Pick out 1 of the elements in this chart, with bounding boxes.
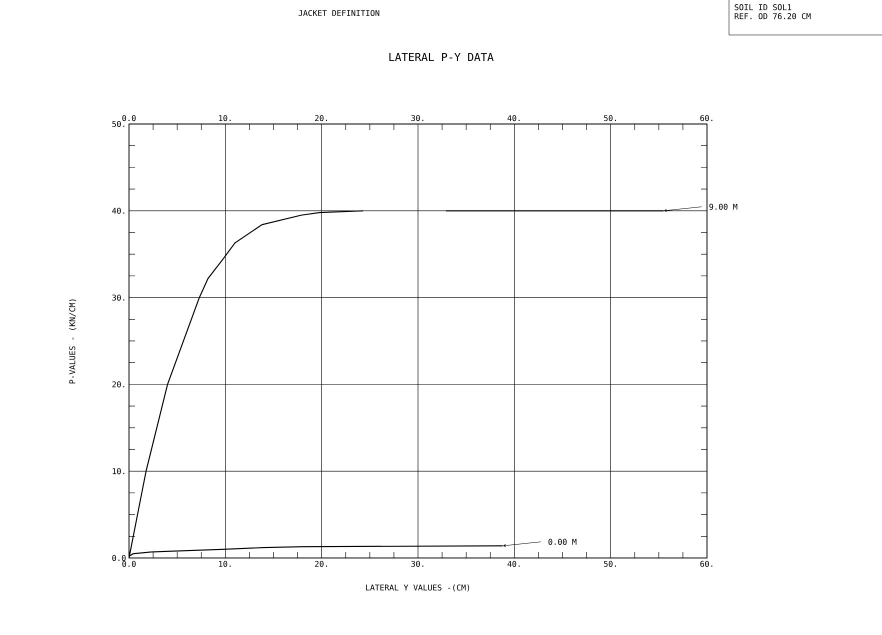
chart-title: LATERAL P-Y DATA [389,53,494,61]
